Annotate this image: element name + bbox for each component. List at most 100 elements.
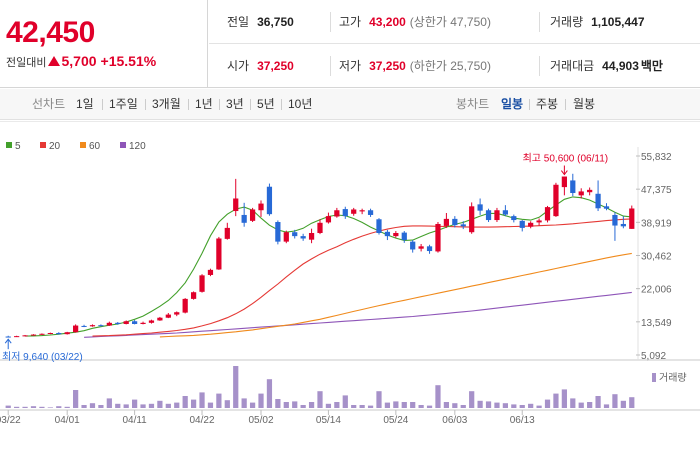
tab-monthly[interactable]: 월봉 [573,97,596,111]
volume-bar [334,402,340,408]
volume-legend-swatch [652,373,656,382]
volume-bar [502,403,508,408]
candle-body [216,238,222,270]
candle-body [308,232,315,240]
volume-bar [64,406,70,408]
candle-body [393,232,399,237]
volume-bar [418,405,424,408]
candle-body [367,210,374,215]
legend-swatch [120,142,126,148]
stat-value: 36,750 [257,15,294,29]
volume-bar [233,366,239,408]
volume-bar [561,389,567,408]
volume-bar [258,393,264,408]
divider [102,99,103,110]
candle-body [435,223,441,252]
period-1-day[interactable]: 1일 [76,97,94,111]
price-axis: 55,832 47,375 38,919 30,462 22,006 13,549 5,09… [636,152,672,362]
candle-body [620,223,626,227]
divider [539,56,540,76]
volume-bar [410,402,416,408]
candle-body [39,333,45,335]
up-arrow-icon [4,338,12,344]
candle-body [317,222,323,233]
stat-volume: 거래량 1,105,447 [550,0,645,44]
x-tick-label: 05/02 [248,415,273,426]
volume-bar [511,404,517,408]
candle-body [570,180,576,193]
candle-body [275,222,281,242]
period-1-week[interactable]: 1주일 [109,97,138,111]
x-tick-label: 04/22 [190,415,215,426]
divider [188,99,189,110]
candle-body [384,231,391,237]
candle-body [115,322,121,324]
change-amount: 5,700 [61,53,97,69]
period-3-years[interactable]: 3년 [226,97,244,111]
y-tick-label: 13,549 [641,318,672,329]
change-rate: +15.51% [100,53,157,69]
volume-bar [367,405,374,408]
stat-value: 1,105,447 [591,15,645,29]
date-axis: 03/22 04/01 04/11 04/22 05/02 05/14 05/24 06/03… [0,410,535,426]
x-tick-label: 03/22 [0,415,21,426]
candle-body [612,214,618,226]
ma60-line [159,252,632,338]
up-triangle-icon [48,56,61,66]
volume-bar [224,400,230,408]
candle-body [266,186,273,215]
ma-legend: 5 20 60 120 [6,141,146,152]
divider [565,99,566,110]
upper-limit: (상한가 47,750) [409,15,491,29]
volume-bar [536,405,542,408]
candle-body [325,216,332,223]
candle-body [494,210,500,221]
period-1-year[interactable]: 1년 [195,97,213,111]
candle-body [342,209,348,217]
candle-body [334,210,340,217]
volume-bar [359,405,365,408]
x-tick-label: 05/14 [316,415,341,426]
volume-bar [283,402,289,408]
volume-bar [73,390,79,408]
volume-bar [393,401,399,408]
candle-body [452,218,458,226]
candle-body [207,269,214,275]
volume-bar [317,391,323,408]
volume-legend-label: 거래량 [659,372,687,384]
chart-area: 5 20 60 120 55,832 47,375 38,919 30,462 22,006 1… [0,121,700,450]
stat-low: 저가 37,250 (하한가 25,750) [339,44,491,88]
candle-body [241,214,247,223]
down-arrow-icon [560,170,568,176]
y-tick-label: 30,462 [641,252,672,263]
volume-bar [477,400,483,408]
legend-swatch [80,142,86,148]
volume-bar [275,399,281,408]
candle-body [629,208,635,229]
volume-bar [249,402,256,408]
stat-value: 44,903 [602,59,639,73]
divider [539,12,540,32]
volume-bar [460,405,466,408]
volume-bar [300,405,306,408]
candle-body [56,333,62,335]
legend-label: 5 [15,141,21,152]
tab-weekly[interactable]: 주봉 [536,97,559,111]
period-3-months[interactable]: 3개월 [152,97,181,111]
tab-daily[interactable]: 일봉 [501,97,524,111]
volume-bar [629,397,635,408]
volume-bar [308,402,315,408]
candle-body [140,322,146,324]
period-5-years[interactable]: 5년 [257,97,275,111]
divider [145,99,146,110]
volume-bar [5,405,11,408]
period-toolbar: 선차트 1일 1주일 3개월 1년 3년 5년 10년 봉차트 일봉 주봉 월봉 [0,89,700,120]
volume-bar [376,391,382,408]
volume-bar [140,404,146,408]
period-10-years[interactable]: 10년 [288,97,313,111]
candle-body [511,216,517,221]
stock-chart[interactable]: 5 20 60 120 55,832 47,375 38,919 30,462 22,006 1… [0,121,700,450]
candle-body [148,320,155,323]
volume-bar [199,392,205,408]
x-tick-label: 04/01 [55,415,80,426]
